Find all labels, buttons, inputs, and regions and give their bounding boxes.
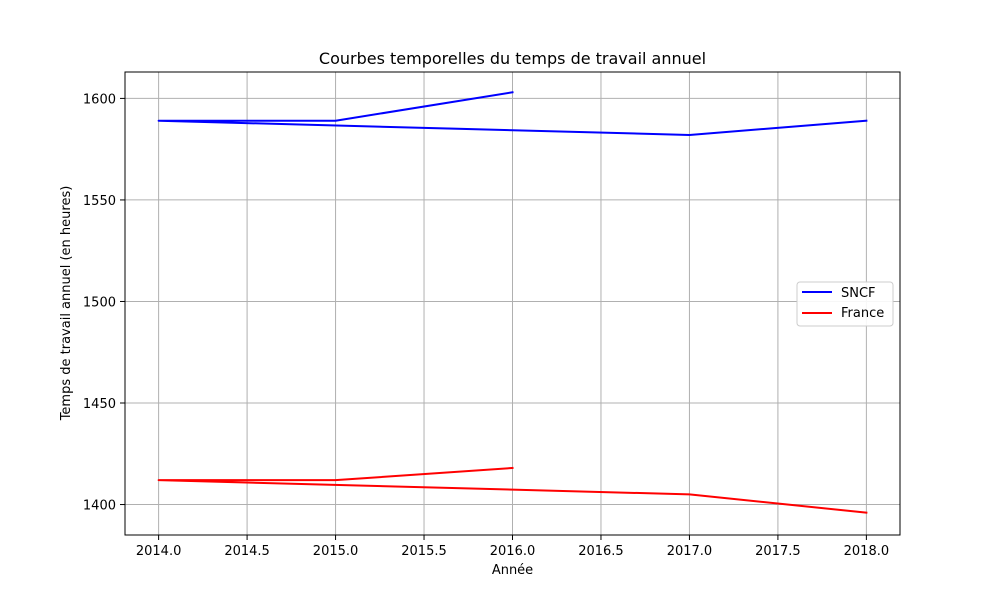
series-line-sncf (157, 91, 868, 136)
x-tick-label: 2015.0 (313, 544, 359, 559)
x-tick-label: 2018.0 (844, 544, 890, 559)
y-tick-label: 1450 (83, 397, 116, 412)
x-tick-label: 2016.0 (490, 544, 536, 559)
y-axis-title: Temps de travail annuel (en heures) (59, 186, 74, 422)
x-axis-ticks: 2014.0 2014.5 2015.0 2015.5 2016.0 2016.5 2017… (136, 535, 889, 559)
series-line-france (157, 466, 868, 514)
x-tick-label: 2014.0 (136, 544, 182, 559)
y-tick-label: 1400 (83, 499, 116, 514)
y-axis-ticks: 1400 1450 1500 1550 1600 (83, 92, 125, 514)
x-tick-label: 2017.0 (667, 544, 713, 559)
y-tick-label: 1550 (83, 194, 116, 209)
x-tick-label: 2017.5 (755, 544, 801, 559)
legend-label-france: France (841, 306, 884, 321)
x-axis-title: Année (492, 563, 533, 578)
legend: SNCF France (796, 281, 894, 327)
x-tick-label: 2016.5 (578, 544, 624, 559)
chart-title: Courbes temporelles du temps de travail … (319, 49, 706, 68)
y-tick-label: 1500 (83, 295, 116, 310)
series-layer (157, 91, 868, 514)
y-tick-label: 1600 (83, 92, 116, 107)
x-tick-label: 2015.5 (401, 544, 447, 559)
legend-label-sncf: SNCF (841, 286, 876, 301)
x-tick-label: 2014.5 (224, 544, 270, 559)
grid (125, 72, 900, 535)
